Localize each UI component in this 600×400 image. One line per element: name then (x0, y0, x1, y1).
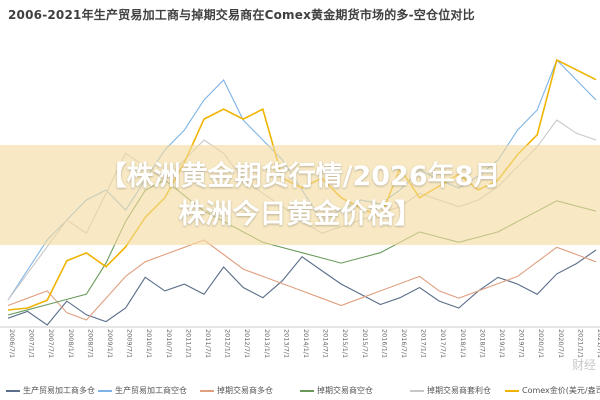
x-tick-label: 2009/7/1 (126, 329, 134, 358)
x-tick-label: 2014/7/1 (322, 329, 330, 358)
legend-item: 生产贸易加工商多仓 (6, 385, 95, 396)
x-tick-layer: 2006/7/1 2007/1/1 2007/7/1 2008/1/1 2008/7/1… (8, 329, 600, 358)
x-tick-label: 2017/1/1 (420, 329, 428, 358)
x-tick-label: 2008/7/1 (86, 329, 94, 358)
legend-swatch (200, 389, 214, 392)
chart-legend: 生产贸易加工商多仓 生产贸易加工商空仓 掉期交易商多仓 掉期交易商空仓 掉期交易商套利仓… (0, 385, 600, 399)
legend-label: 掉期交易商套利仓 (427, 386, 491, 395)
legend-item: 生产贸易加工商空仓 (98, 385, 187, 396)
promo-banner (0, 145, 600, 245)
legend-swatch (505, 389, 519, 392)
series-line-0 (7, 249, 597, 326)
x-tick-label: 2021/1/1 (576, 329, 584, 358)
x-tick-label: 2009/1/1 (106, 329, 114, 358)
x-tick-label: 2011/7/1 (204, 329, 212, 358)
legend-label: 生产贸易加工商空仓 (115, 386, 187, 395)
x-tick-label: 2012/7/1 (243, 329, 251, 358)
x-tick-label: 2012/1/1 (224, 329, 232, 358)
x-tick-label: 2016/7/1 (400, 329, 408, 358)
x-tick-label: 2011/1/1 (184, 329, 192, 358)
x-tick-label: 2015/1/1 (341, 329, 349, 358)
x-tick-label: 2010/7/1 (165, 329, 173, 358)
x-tick-label: 2017/7/1 (439, 329, 447, 358)
chart-title: 2006-2021年生产贸易加工商与掉期交易商在Comex黄金期货市场的多-空仓… (8, 8, 475, 22)
x-tick-label: 2013/1/1 (263, 329, 271, 358)
watermark-text: 财经 (571, 358, 596, 372)
legend-item: Comex金价(美元/盎司) (505, 385, 600, 396)
legend-label: Comex金价(美元/盎司) (522, 386, 600, 395)
x-tick-label: 2018/1/1 (459, 329, 467, 358)
banner-text: 【株洲黄金期货行情/2026年8月 株洲今日黄金价格】 (0, 158, 600, 234)
x-tick-label: 2007/7/1 (47, 329, 55, 358)
x-tick-label: 2021/7/1 (596, 329, 600, 358)
legend-swatch (98, 389, 112, 392)
x-tick-label: 2006/7/1 (8, 329, 16, 358)
legend-label: 生产贸易加工商多仓 (23, 386, 95, 395)
series-line-2 (7, 239, 597, 321)
x-tick-label: 2020/7/1 (557, 329, 565, 358)
x-tick-label: 2010/1/1 (145, 329, 153, 358)
x-tick-label: 2019/7/1 (518, 329, 526, 358)
legend-item: 掉期交易商套利仓 (410, 385, 491, 396)
banner-line-1: 【株洲黄金期货行情/2026年8月 (99, 161, 501, 192)
x-tick-label: 2016/1/1 (380, 329, 388, 358)
legend-item: 掉期交易商空仓 (300, 385, 373, 396)
legend-swatch (300, 389, 314, 392)
legend-swatch (410, 389, 424, 392)
x-tick-label: 2019/1/1 (498, 329, 506, 358)
legend-label: 掉期交易商多仓 (217, 386, 273, 395)
x-tick-label: 2014/1/1 (302, 329, 310, 358)
x-tick-label: 2013/7/1 (282, 329, 290, 358)
x-tick-label: 2007/1/1 (28, 329, 36, 358)
legend-item: 掉期交易商多仓 (200, 385, 273, 396)
banner-line-2: 株洲今日黄金价格】 (178, 199, 422, 230)
x-tick-label: 2015/7/1 (361, 329, 369, 358)
x-tick-label: 2018/7/1 (478, 329, 486, 358)
x-tick-label: 2008/1/1 (67, 329, 75, 358)
legend-swatch (6, 389, 20, 392)
legend-label: 掉期交易商空仓 (317, 386, 373, 395)
x-tick-label: 2020/1/1 (537, 329, 545, 358)
